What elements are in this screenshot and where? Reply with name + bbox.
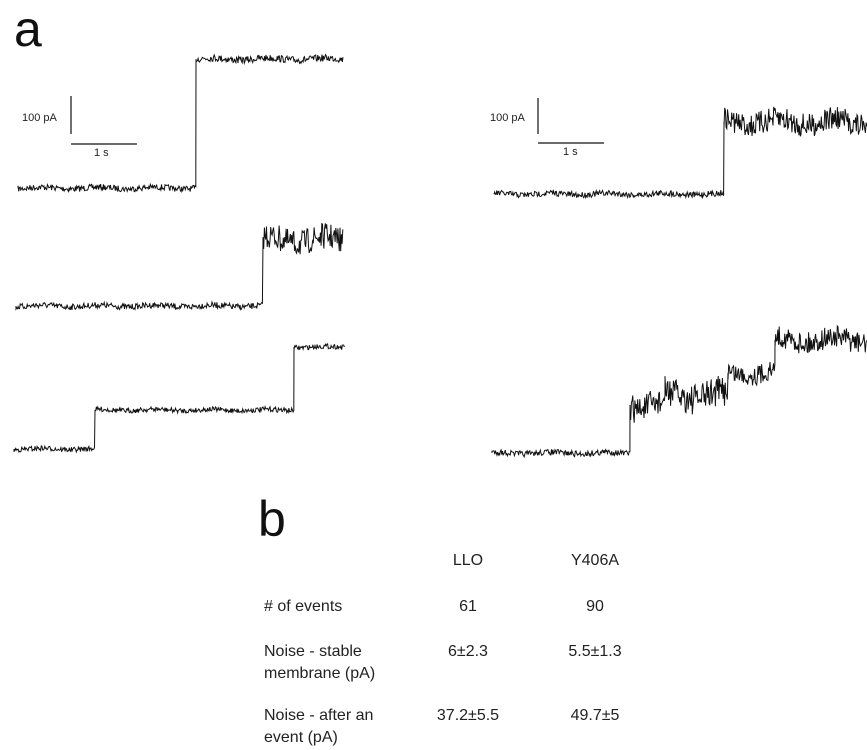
panel-b-letter: b — [258, 491, 286, 547]
trace-right-2 — [491, 324, 867, 459]
column-header-llo: LLO — [452, 552, 484, 569]
row-label-events: # of events — [264, 598, 343, 615]
cell-y406a-events: 90 — [586, 598, 604, 615]
trace-right-1 — [493, 106, 867, 200]
cell-llo-noise-stable: 6±2.3 — [448, 643, 488, 660]
right-scale-time-label: 1 s — [563, 146, 578, 158]
current-traces — [13, 53, 867, 459]
left-scale-time-label: 1 s — [94, 147, 109, 159]
column-header-y406a: Y406A — [570, 552, 620, 569]
trace-left-2 — [15, 222, 344, 311]
right-scale-bar: 100 pA 1 s — [490, 98, 604, 158]
panel-a-letter: a — [14, 1, 42, 57]
trace-left-1 — [17, 53, 344, 194]
trace-left-3 — [13, 343, 345, 454]
right-scale-current-label: 100 pA — [490, 112, 526, 124]
left-scale-current-label: 100 pA — [22, 112, 58, 124]
cell-y406a-noise-stable: 5.5±1.3 — [568, 643, 622, 660]
current-traces-figure: 100 pA 1 s 100 pA 1 s — [13, 53, 867, 459]
row-label-noise-after: Noise - after an event (pA) — [264, 707, 374, 746]
row-label-noise-stable: Noise - stable membrane (pA) — [264, 643, 376, 682]
cell-llo-events: 61 — [459, 598, 477, 615]
cell-llo-noise-after: 37.2±5.5 — [436, 707, 500, 724]
cell-y406a-noise-after: 49.7±5 — [570, 707, 620, 724]
left-scale-bar: 100 pA 1 s — [22, 96, 137, 159]
